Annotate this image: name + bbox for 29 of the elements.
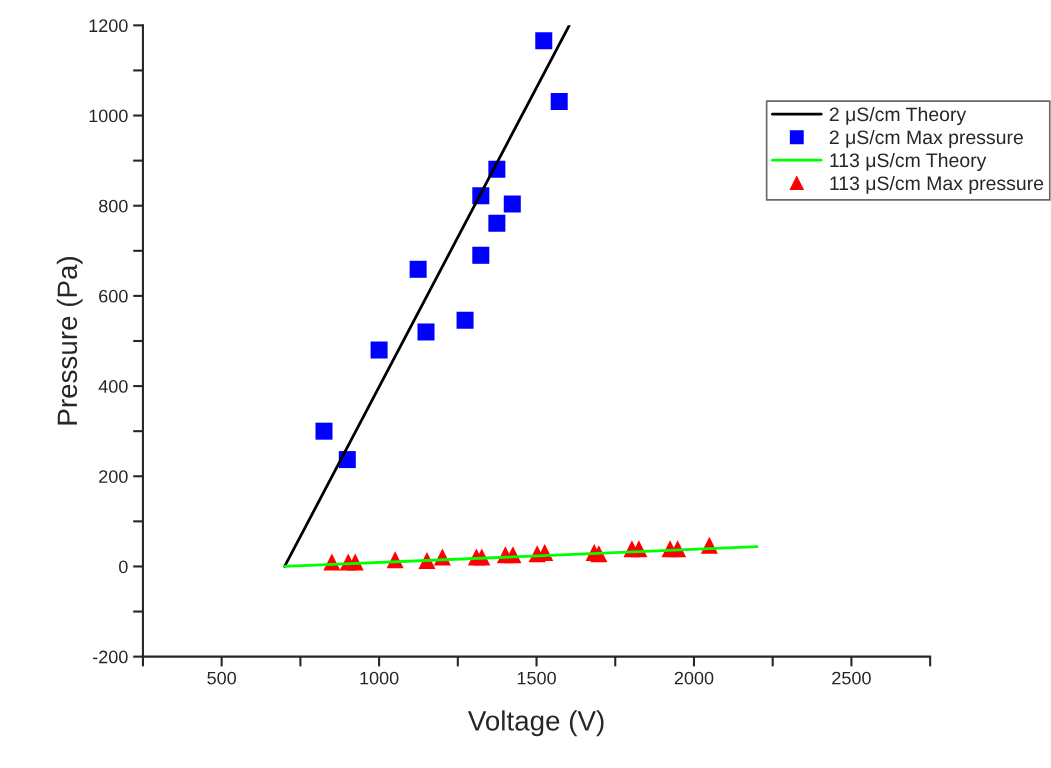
y-tick-label: 200 <box>99 470 128 483</box>
point <box>535 32 553 50</box>
x-tick-label: 2000 <box>674 671 714 685</box>
x-tick-label: 1500 <box>517 671 556 685</box>
y-axis-title: Pressure (Pa) <box>56 257 83 425</box>
legend-label: 113 μS/cm Theory <box>830 152 987 172</box>
y-tick-label: 400 <box>98 380 128 393</box>
legend-label: 2 μS/cm Theory <box>829 106 967 126</box>
y-tick-label: 1000 <box>89 109 128 123</box>
x-tick-label: 1000 <box>360 671 399 685</box>
point <box>503 195 521 213</box>
y-tick-label: 800 <box>99 199 128 213</box>
y-tick-label: -200 <box>93 650 128 664</box>
point <box>409 260 427 278</box>
point <box>315 422 333 440</box>
point <box>417 323 435 341</box>
x-axis-title: Voltage (V) <box>467 710 604 737</box>
y-tick-label: 0 <box>119 560 128 574</box>
point <box>472 246 490 264</box>
legend-label: 113 μS/cm Max pressure <box>830 175 1044 195</box>
y-tick-label: 600 <box>99 289 128 303</box>
y-tick-label: 1200 <box>89 19 128 33</box>
legend-label: 2 μS/cm Max pressure <box>829 129 1023 149</box>
point <box>370 341 388 359</box>
x-tick-label: 500 <box>207 671 237 685</box>
point <box>550 93 568 111</box>
x-tick-label: 2500 <box>832 671 871 685</box>
point <box>488 214 506 232</box>
point <box>456 311 474 329</box>
